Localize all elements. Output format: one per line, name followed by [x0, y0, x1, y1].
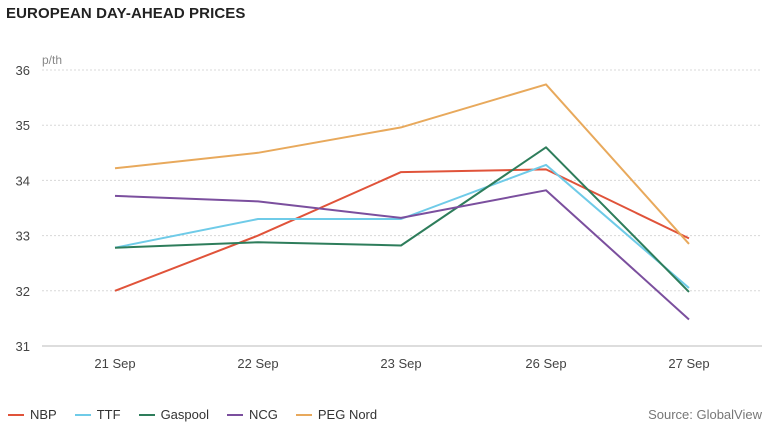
x-tick-label: 21 Sep: [94, 356, 135, 371]
y-tick-label: 33: [16, 229, 30, 244]
x-tick-label: 23 Sep: [380, 356, 421, 371]
legend-item: Gaspool: [138, 407, 209, 422]
y-tick-label: 34: [16, 173, 30, 188]
line-chart: 31 32 33 34 35 36 p/th 21 Sep 22 Sep 23 Sep 26 S…: [16, 53, 762, 371]
source-note: Source: GlobalView: [648, 407, 762, 422]
x-tick-label: 26 Sep: [525, 356, 566, 371]
legend-swatch: [74, 413, 91, 416]
legend-item: NBP: [8, 407, 57, 422]
y-tick-label: 36: [16, 63, 30, 78]
legend-label: TTF: [96, 407, 121, 422]
legend-label: NBP: [30, 407, 57, 422]
y-axis-ticks: 31 32 33 34 35 36: [16, 63, 30, 354]
x-axis-ticks: 21 Sep 22 Sep 23 Sep 26 Sep 27 Sep: [94, 356, 709, 371]
y-tick-label: 32: [16, 284, 30, 299]
legend-swatch: [8, 413, 24, 416]
legend-swatch: [295, 413, 312, 416]
legend-item: NCG: [226, 407, 278, 422]
y-tick-label: 35: [16, 118, 30, 133]
legend-swatch: [138, 413, 155, 416]
chart-title: EUROPEAN DAY-AHEAD PRICES: [6, 5, 246, 22]
legend-item: PEG Nord: [295, 407, 378, 422]
legend-label: PEG Nord: [317, 407, 378, 422]
y-axis-label: p/th: [42, 53, 62, 67]
series-line-gaspool: [114, 146, 690, 293]
grid-lines: [42, 69, 762, 347]
series-line-ttf: [114, 163, 690, 289]
y-tick-label: 31: [16, 339, 30, 354]
x-tick-label: 22 Sep: [237, 356, 278, 371]
legend-label: NCG: [248, 407, 278, 422]
series-line-ncg: [114, 189, 690, 321]
series-line-nbp: [114, 168, 690, 292]
series-line-peg-nord: [114, 83, 690, 245]
legend-item: TTF: [74, 407, 121, 422]
x-tick-label: 27 Sep: [668, 356, 709, 371]
series-lines: [114, 83, 690, 321]
legend: NBP TTF Gaspool NCG PEG Nord: [8, 407, 395, 422]
legend-swatch: [226, 413, 243, 416]
legend-label: Gaspool: [160, 407, 209, 422]
